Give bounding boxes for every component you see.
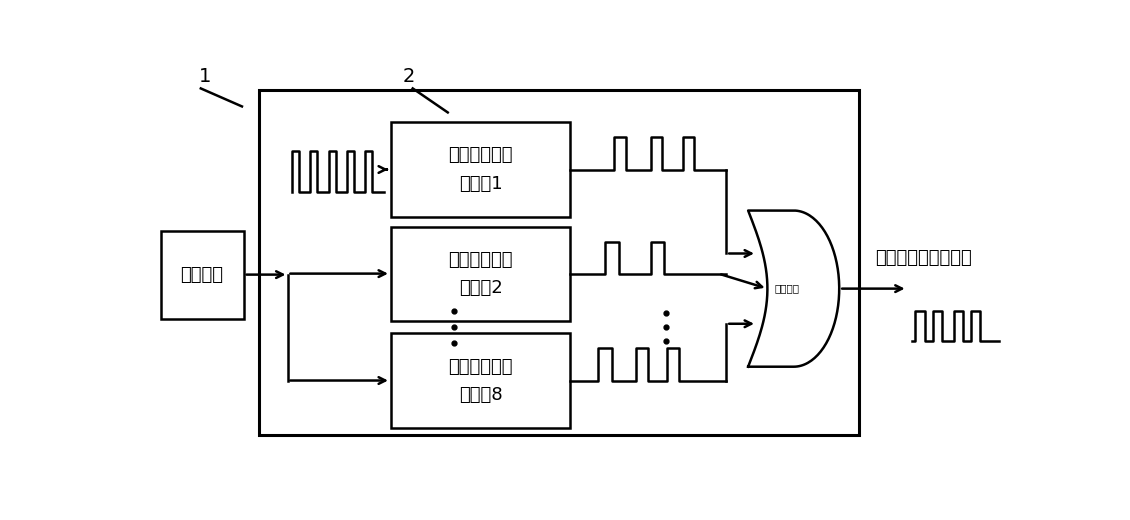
Text: 发生器8: 发生器8 — [459, 385, 503, 404]
Bar — [160, 230, 244, 319]
Text: 低速泊松脉冲: 低速泊松脉冲 — [449, 251, 513, 269]
Text: 发生器1: 发生器1 — [459, 175, 503, 192]
Text: 逻辑或门: 逻辑或门 — [774, 283, 799, 294]
Text: 模拟单光子脉冲信号: 模拟单光子脉冲信号 — [875, 249, 972, 267]
Text: 2: 2 — [402, 67, 415, 86]
Polygon shape — [748, 211, 840, 367]
Bar — [391, 333, 571, 427]
Text: 发生器2: 发生器2 — [459, 279, 503, 296]
Text: 低速泊松脉冲: 低速泊松脉冲 — [449, 147, 513, 164]
Bar — [260, 90, 859, 435]
Bar — [391, 122, 571, 216]
Bar — [391, 227, 571, 321]
Text: 低速泊松脉冲: 低速泊松脉冲 — [449, 358, 513, 375]
Text: 石英晶振: 石英晶振 — [181, 266, 224, 283]
Text: 1: 1 — [199, 67, 211, 86]
